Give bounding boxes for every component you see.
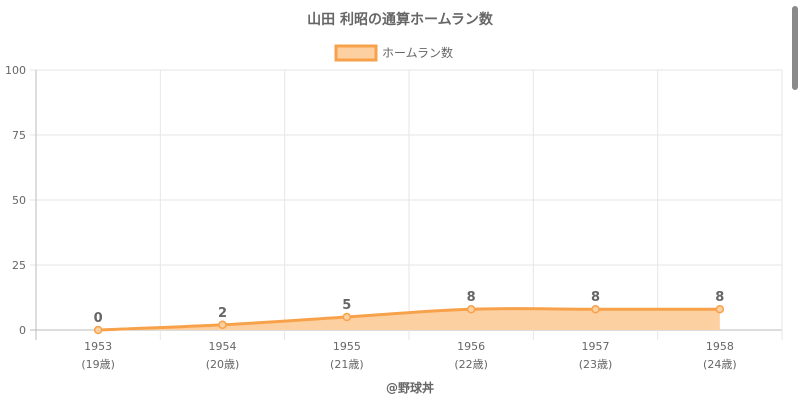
data-label: 8: [467, 290, 476, 305]
data-point: [93, 325, 103, 335]
series-area-fill: [98, 308, 720, 330]
x-tick-sublabel: (20歳): [206, 358, 240, 371]
legend[interactable]: ホームラン数: [334, 44, 453, 62]
data-label: 8: [715, 290, 724, 305]
grid: [30, 69, 783, 340]
legend-label: ホームラン数: [382, 45, 453, 60]
x-tick-sublabel: (23歳): [579, 358, 613, 371]
data-point: [715, 304, 725, 314]
x-tick-label: 1955: [333, 340, 361, 353]
x-tick-label: 1958: [706, 340, 734, 353]
x-tick-label: 1956: [457, 340, 485, 353]
y-tick-label: 50: [12, 194, 26, 207]
data-point: [591, 304, 600, 314]
y-tick-label: 100: [5, 64, 26, 77]
scrollbar-thumb[interactable]: [792, 6, 798, 90]
x-tick-label: 1954: [209, 340, 237, 353]
y-tick-label: 75: [12, 129, 26, 142]
data-point: [218, 320, 227, 330]
x-tick-sublabel: (19歳): [81, 358, 115, 371]
x-tick-label: 1957: [582, 340, 610, 353]
data-labels: 0 2 5 8 8 8: [94, 290, 725, 326]
data-points: [93, 304, 725, 335]
data-label: 8: [591, 290, 600, 305]
plot-area: [98, 307, 720, 332]
data-point: [342, 312, 352, 322]
x-tick-sublabel: (22歳): [454, 358, 488, 371]
axes: 10075502501953(19歳)1954(20歳)1955(21歳)195…: [5, 64, 737, 371]
scrollbar-track[interactable]: [790, 0, 800, 400]
chart-title: 山田 利昭の通算ホームラン数: [307, 11, 494, 28]
data-label: 0: [94, 311, 103, 326]
data-label: 5: [342, 298, 351, 313]
y-tick-label: 0: [19, 324, 26, 337]
x-tick-label: 1953: [84, 340, 112, 353]
legend-swatch: [334, 44, 378, 62]
data-point: [466, 304, 476, 314]
x-tick-sublabel: (21歳): [330, 358, 364, 371]
credit-text: @野球丼: [386, 380, 434, 395]
series-line: [98, 307, 720, 332]
y-tick-label: 25: [12, 259, 26, 272]
x-tick-sublabel: (24歳): [703, 358, 737, 371]
data-label: 2: [218, 306, 227, 321]
